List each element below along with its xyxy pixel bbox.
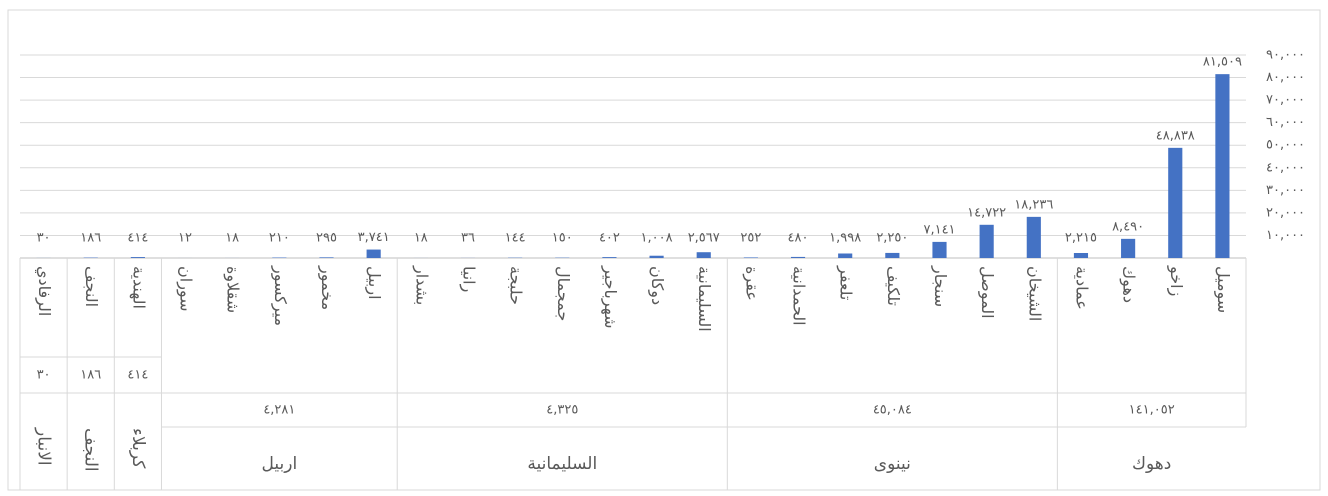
value-label: ٣٠ xyxy=(37,231,51,246)
group-total: ١٤١,٠٥٢ xyxy=(1129,403,1175,418)
bar xyxy=(1121,238,1136,258)
category-label: الرفادي xyxy=(34,266,54,316)
value-label: ٤٨,٨٣٨ xyxy=(1156,128,1195,143)
group-name: كربلاء xyxy=(128,428,148,469)
y-tick-label: ١٠,٠٠٠ xyxy=(1266,228,1305,243)
bar xyxy=(743,257,758,258)
value-label: ١٨٦ xyxy=(80,231,101,246)
y-tick-label: ٩٠,٠٠٠ xyxy=(1266,48,1305,63)
category-label: الهندية xyxy=(128,266,148,309)
bar xyxy=(319,257,334,258)
group-total: ١٨٦ xyxy=(80,368,101,383)
value-label: ٤٠٢ xyxy=(599,231,620,246)
group-total: ٤,٢٨١ xyxy=(263,403,295,418)
category-label: دوكان xyxy=(647,266,667,305)
bar xyxy=(1215,74,1230,259)
value-label: ١,٠٠٨ xyxy=(641,231,673,246)
value-label: ٨١,٥٠٩ xyxy=(1203,55,1242,70)
category-label: شقلاوة xyxy=(223,266,243,313)
group-name: الانبار xyxy=(34,427,54,466)
group-name: نينوى xyxy=(874,454,911,474)
bar xyxy=(838,253,853,258)
value-label: ١٤٤ xyxy=(505,231,526,246)
category-label: الحمدانية xyxy=(790,266,809,326)
group-name: النجف xyxy=(81,428,101,472)
category-label: زاخو xyxy=(1166,265,1186,296)
group-total: ٤,٣٢٥ xyxy=(546,403,578,418)
category-label: عقرة xyxy=(741,266,761,301)
group-name: السليمانية xyxy=(527,454,597,474)
group-total: ٤١٤ xyxy=(127,368,148,383)
category-label: بشدار xyxy=(411,265,431,305)
y-tick-label: ٢٠,٠٠٠ xyxy=(1266,205,1305,220)
value-label: ٣,٧٤١ xyxy=(358,230,390,245)
value-label: ١٨ xyxy=(225,231,239,246)
bar xyxy=(1168,147,1183,258)
category-label: اربيل xyxy=(364,266,384,300)
bar xyxy=(979,224,994,258)
category-label: عمادية xyxy=(1072,266,1091,310)
value-label: ١٤,٧٢٢ xyxy=(967,205,1006,220)
value-label: ٢١٠ xyxy=(269,231,290,246)
value-label: ١٨ xyxy=(414,231,428,246)
group-name: دهوك xyxy=(1132,454,1171,474)
value-label: ٢٩٥ xyxy=(316,231,337,246)
category-label: تلكيف xyxy=(884,266,903,306)
bar xyxy=(790,256,806,258)
value-label: ٢,٢٥٠ xyxy=(876,231,908,246)
category-label: مخمور xyxy=(317,265,337,310)
category-label: شهرباجير xyxy=(600,265,620,328)
value-label: ٤١٤ xyxy=(127,231,148,246)
value-label: ١٨,٢٣٦ xyxy=(1014,197,1053,212)
bar xyxy=(932,241,947,258)
bar xyxy=(1073,253,1089,258)
bar xyxy=(602,257,617,258)
category-label: الشيخان xyxy=(1025,266,1044,321)
bar xyxy=(885,252,900,258)
value-label: ٣٦ xyxy=(461,231,475,246)
category-label: السليمانية xyxy=(695,266,714,332)
category-label: رانيا xyxy=(458,266,478,292)
group-total: ٣٠ xyxy=(37,368,51,383)
value-label: ٢٥٢ xyxy=(740,231,761,246)
value-label: ٢,٢١٥ xyxy=(1065,231,1097,246)
category-label: سوميل xyxy=(1213,266,1233,313)
chart-border xyxy=(7,9,1321,491)
category-label: سوران xyxy=(176,266,196,312)
category-label: حلبجة xyxy=(507,266,526,305)
value-label: ٨,٤٩٠ xyxy=(1112,219,1144,234)
value-label: ١٢ xyxy=(178,231,192,246)
y-tick-label: ٣٠,٠٠٠ xyxy=(1266,183,1305,198)
group-name: اربيل xyxy=(262,454,298,474)
bar xyxy=(1026,216,1041,258)
y-tick-label: ٧٠,٠٠٠ xyxy=(1266,93,1305,108)
group-total: ٤٥,٠٨٤ xyxy=(873,403,912,418)
bar xyxy=(366,249,381,258)
category-label: دهوك xyxy=(1119,266,1139,303)
category-label: ميركسور xyxy=(270,265,290,326)
value-label: ٤٨٠ xyxy=(788,231,809,246)
bar xyxy=(130,257,145,258)
category-label: جمجمال xyxy=(554,266,573,321)
value-label: ١,٩٩٨ xyxy=(829,231,861,246)
value-label: ٢,٥٦٧ xyxy=(688,231,720,246)
value-label: ٧,١٤١ xyxy=(923,222,955,237)
value-label: ١٥٠ xyxy=(552,231,573,246)
category-label: تلعفر xyxy=(836,265,856,300)
category-label: سنجار xyxy=(930,265,950,307)
bar xyxy=(649,255,664,258)
category-label: الموصل xyxy=(977,266,997,319)
category-label: النجف xyxy=(82,266,101,307)
y-tick-label: ٥٠,٠٠٠ xyxy=(1266,138,1305,153)
y-tick-label: ٨٠,٠٠٠ xyxy=(1266,70,1305,85)
y-tick-label: ٦٠,٠٠٠ xyxy=(1266,115,1305,130)
bar xyxy=(696,252,711,258)
y-tick-label: ٤٠,٠٠٠ xyxy=(1266,160,1305,175)
